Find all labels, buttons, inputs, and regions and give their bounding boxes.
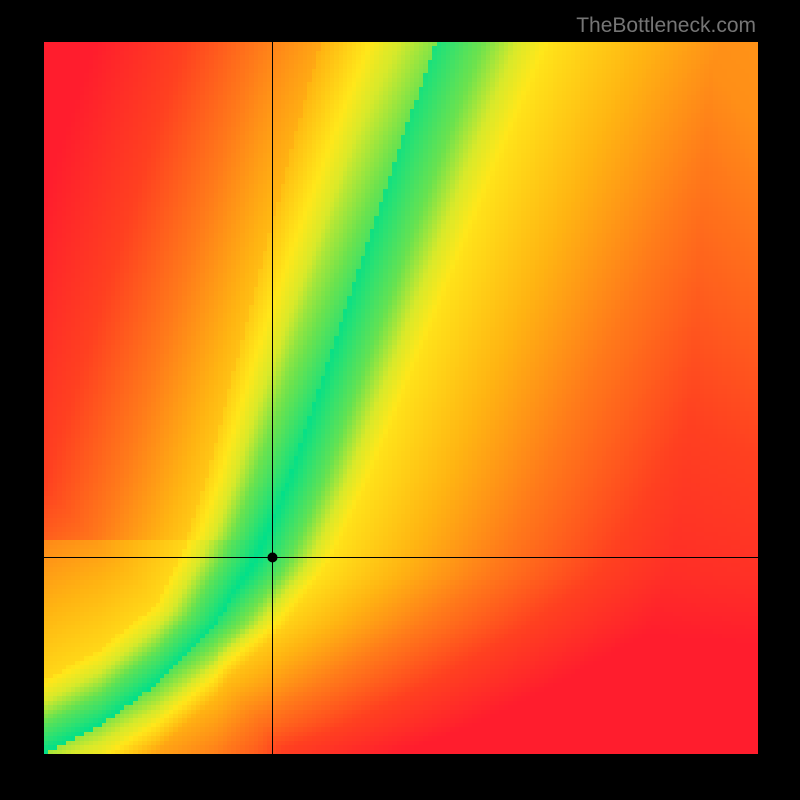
heatmap-canvas	[0, 0, 800, 800]
watermark-text: TheBottleneck.com	[576, 14, 756, 38]
chart-stage: TheBottleneck.com	[0, 0, 800, 800]
